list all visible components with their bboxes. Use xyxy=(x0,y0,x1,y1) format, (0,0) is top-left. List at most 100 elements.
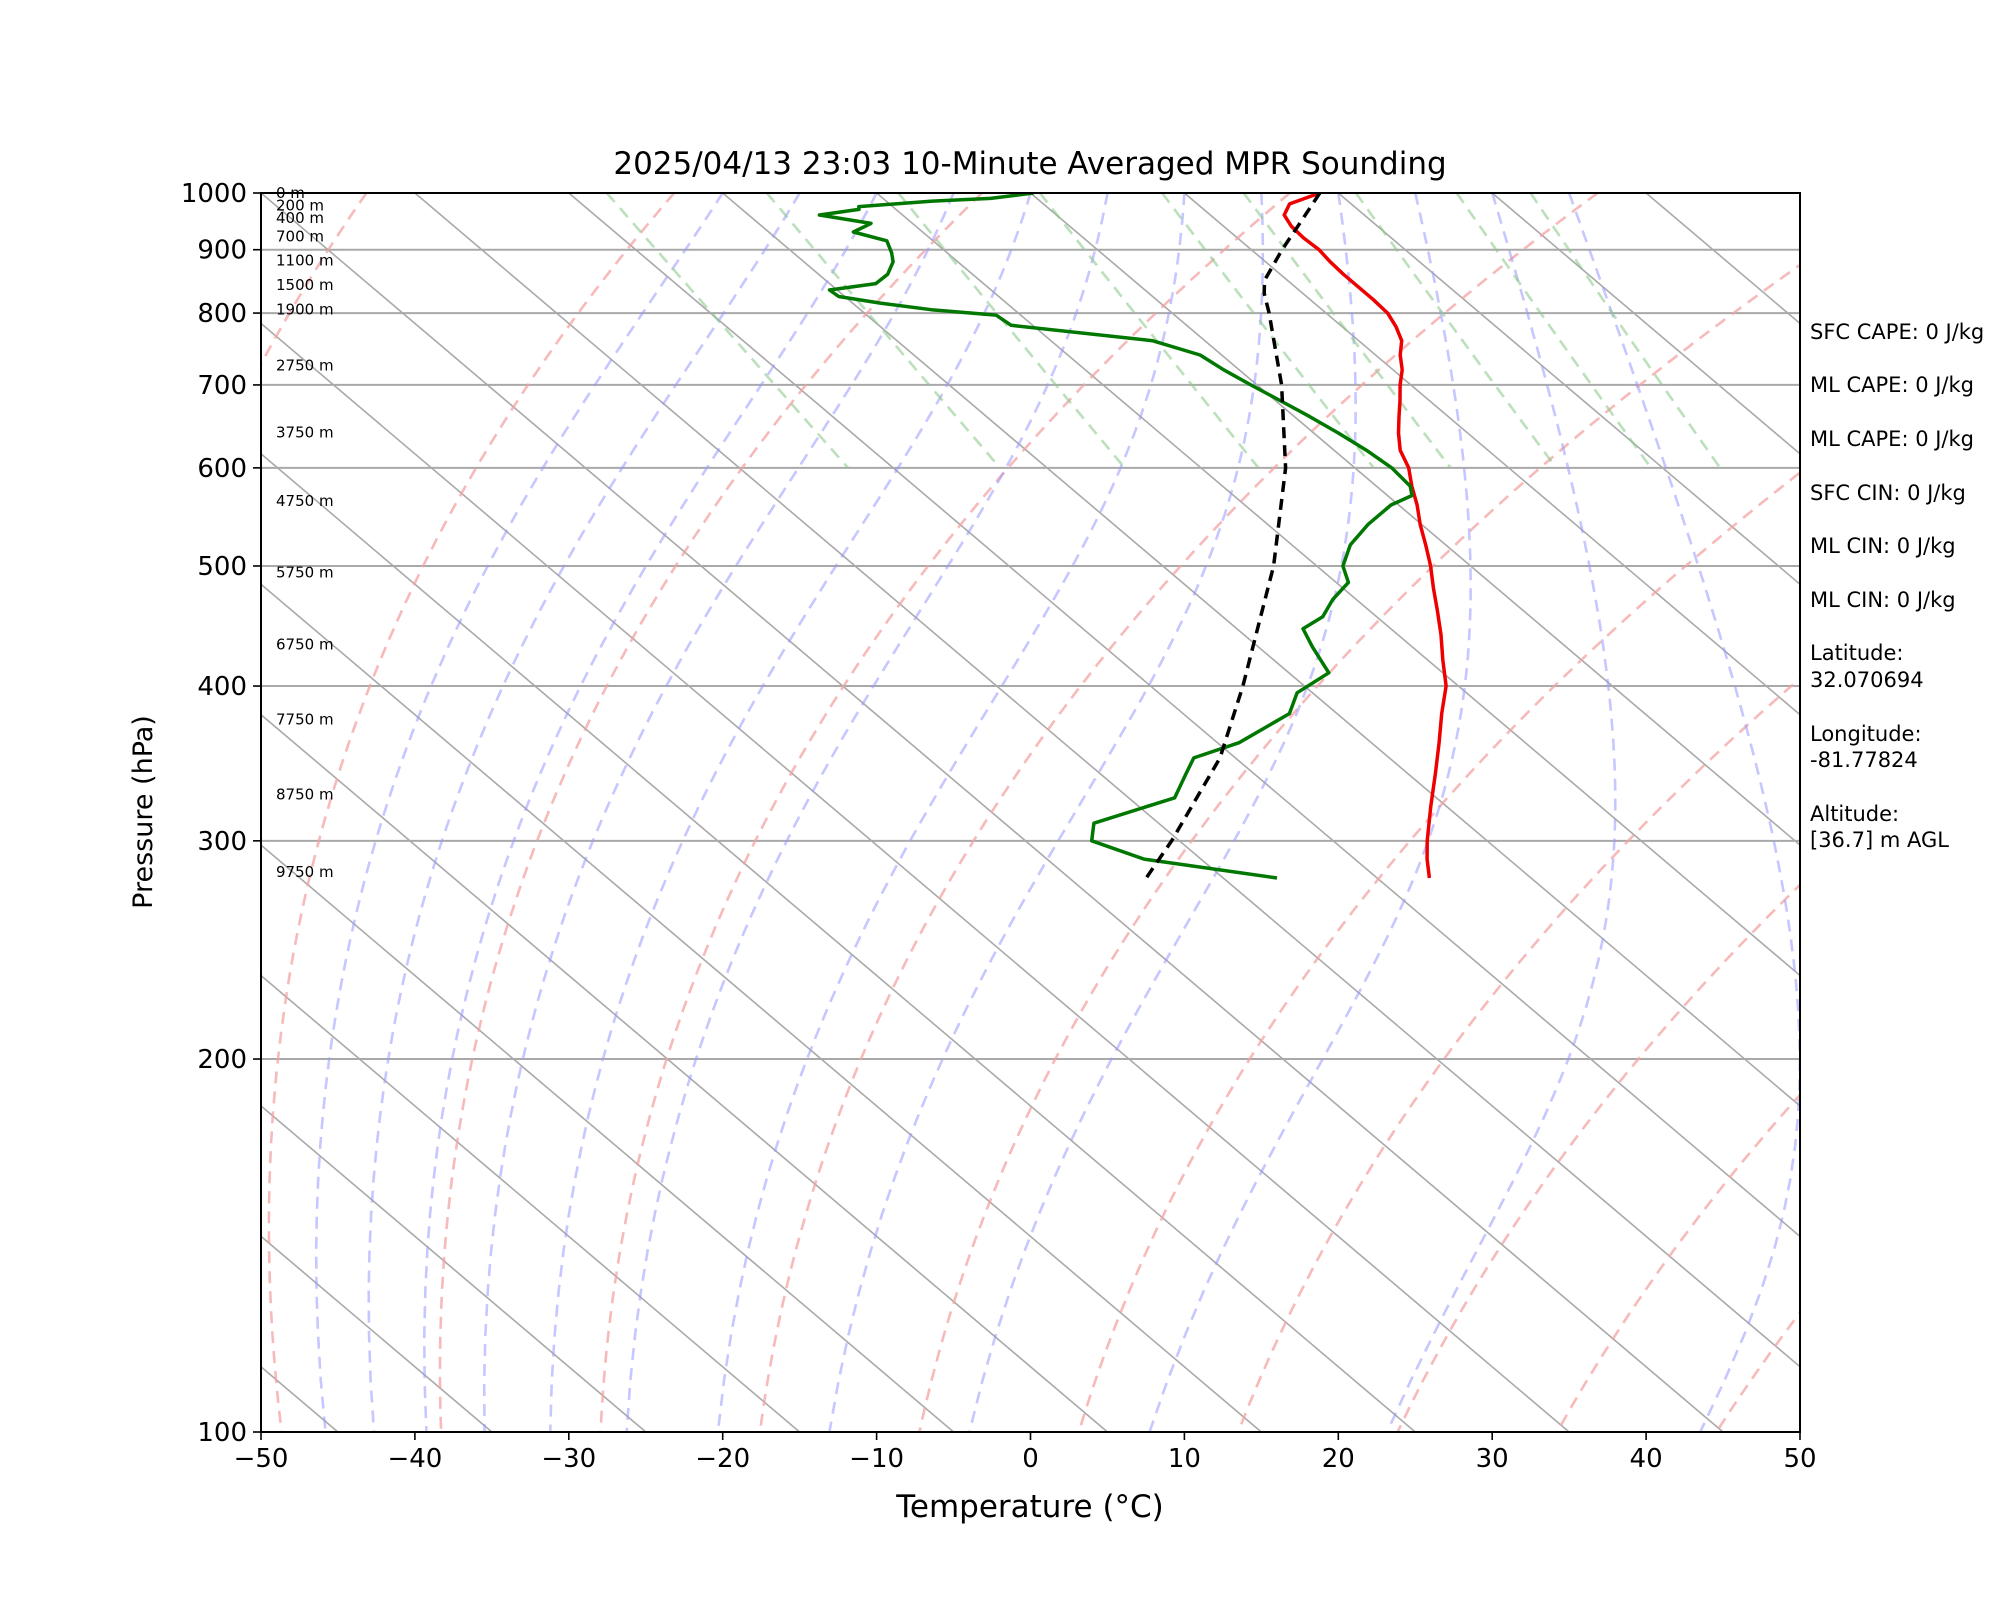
moist-adiabat xyxy=(716,193,1186,1432)
x-tick-label: 0 xyxy=(1022,1444,1039,1474)
isotherm-line xyxy=(261,1104,647,1432)
temperature-line xyxy=(1282,193,1448,879)
chart-title: 2025/04/13 23:03 10-Minute Averaged MPR … xyxy=(613,146,1446,182)
skewed-isotherms xyxy=(261,193,1800,1432)
info-sfc-cin: SFC CIN: 0 J/kg xyxy=(1810,481,1966,505)
dry-adiabat xyxy=(918,263,1800,1432)
y-tick-label: 700 xyxy=(197,371,247,401)
moist-adiabat xyxy=(548,193,1032,1432)
dry-adiabat xyxy=(261,193,368,367)
mixing-ratio-line xyxy=(1038,193,1260,469)
y-axis-label: Pressure (hPa) xyxy=(128,715,159,909)
isotherm-line xyxy=(1183,193,1800,716)
moist-adiabats xyxy=(314,193,1800,1432)
isotherm-line xyxy=(261,322,1570,1432)
info-ml-cape-1: ML CAPE: 0 J/kg xyxy=(1810,373,1974,397)
isotherm-line xyxy=(414,193,1800,1368)
info-ml-cin-2: ML CIN: 0 J/kg xyxy=(1810,588,1956,612)
dry-adiabat xyxy=(1396,883,1800,1432)
y-tick-label: 1000 xyxy=(181,179,247,209)
y-tick-label: 500 xyxy=(197,552,247,582)
moist-adiabat xyxy=(422,193,878,1432)
mixing-ratio-line xyxy=(765,193,1002,469)
mixing-ratio-line xyxy=(605,193,850,469)
moist-adiabat xyxy=(482,193,955,1432)
height-label: 700 m xyxy=(276,228,324,246)
height-label: 200 m xyxy=(276,197,324,215)
mixing-ratio-line xyxy=(1529,193,1722,469)
dry-adiabat xyxy=(1236,676,1800,1432)
info-altitude-value: [36.7] m AGL xyxy=(1810,828,1949,852)
x-tick-label: −50 xyxy=(234,1444,289,1474)
height-label: 9750 m xyxy=(276,863,334,881)
dry-adiabats xyxy=(261,193,1800,1432)
height-label: 1100 m xyxy=(276,252,334,270)
x-axis-ticks: −50 −40 −30 −20 −10 0 10 20 30 40 50 xyxy=(234,1432,1817,1474)
isotherm-line xyxy=(722,193,1800,1107)
height-label: 3750 m xyxy=(276,423,334,441)
info-altitude-label: Altitude: xyxy=(1810,802,1899,826)
isotherm-line xyxy=(1337,193,1800,586)
info-sfc-cape: SFC CAPE: 0 J/kg xyxy=(1810,320,1984,344)
y-tick-label: 100 xyxy=(197,1418,247,1448)
y-tick-label: 300 xyxy=(197,827,247,857)
isotherm-line xyxy=(261,844,955,1432)
info-ml-cin-1: ML CIN: 0 J/kg xyxy=(1810,534,1956,558)
mixing-ratio-line xyxy=(1161,193,1375,469)
moist-adiabat xyxy=(828,193,1265,1432)
isotherm-line xyxy=(876,193,1800,977)
isotherm-line xyxy=(261,452,1416,1432)
x-tick-label: 40 xyxy=(1630,1444,1663,1474)
height-label: 1500 m xyxy=(276,276,334,294)
moist-adiabat xyxy=(625,193,1109,1432)
x-tick-label: −10 xyxy=(849,1444,904,1474)
height-label: 8750 m xyxy=(276,785,334,803)
y-tick-label: 600 xyxy=(197,454,247,484)
y-tick-label: 200 xyxy=(197,1045,247,1075)
isotherm-line xyxy=(261,713,1109,1432)
dry-adiabat xyxy=(758,193,1599,1432)
y-tick-label: 800 xyxy=(197,299,247,329)
moist-adiabat xyxy=(1148,193,1472,1432)
mixing-ratio-line xyxy=(1354,193,1558,469)
isotherm-line xyxy=(261,974,801,1432)
dewpoint-line xyxy=(817,193,1414,880)
pressure-gridlines xyxy=(261,248,1800,1061)
mixing-ratio-line xyxy=(897,193,1126,469)
info-panel: SFC CAPE: 0 J/kg ML CAPE: 0 J/kg ML CAPE… xyxy=(1810,320,1984,852)
sounding-series xyxy=(817,193,1448,880)
x-tick-label: −30 xyxy=(541,1444,596,1474)
info-latitude-label: Latitude: xyxy=(1810,641,1904,665)
height-label: 400 m xyxy=(276,209,324,227)
info-latitude-value: 32.070694 xyxy=(1810,668,1924,692)
dry-adiabat xyxy=(1077,470,1800,1432)
mixing-ratio-lines xyxy=(605,193,1722,469)
isotherm-line xyxy=(1491,193,1800,455)
isotherm-line xyxy=(261,583,1262,1432)
y-tick-label: 900 xyxy=(197,236,247,266)
moist-adiabat xyxy=(1567,193,1800,1432)
x-tick-label: 50 xyxy=(1783,1444,1816,1474)
dry-adiabat xyxy=(267,193,676,1432)
moist-adiabat xyxy=(314,193,724,1432)
x-tick-label: −20 xyxy=(695,1444,750,1474)
y-axis-ticks: 1000 900 800 700 600 500 400 300 200 100 xyxy=(181,179,261,1448)
height-label: 2750 m xyxy=(276,356,334,374)
height-label: 6750 m xyxy=(276,636,334,654)
x-axis-label: Temperature (°C) xyxy=(895,1489,1164,1525)
dry-adiabat xyxy=(438,193,983,1432)
isotherm-line xyxy=(568,193,1800,1238)
x-tick-label: −40 xyxy=(387,1444,442,1474)
moist-adiabat xyxy=(367,193,801,1432)
height-label: 4750 m xyxy=(276,492,334,510)
info-ml-cape-2: ML CAPE: 0 J/kg xyxy=(1810,427,1974,451)
x-tick-label: 30 xyxy=(1476,1444,1509,1474)
mixing-ratio-line xyxy=(1242,193,1452,469)
info-longitude-value: -81.77824 xyxy=(1810,748,1918,772)
info-longitude-label: Longitude: xyxy=(1810,722,1922,746)
mixing-ratio-line xyxy=(1455,193,1653,469)
height-label: 7750 m xyxy=(276,710,334,728)
height-label: 5750 m xyxy=(276,563,334,581)
